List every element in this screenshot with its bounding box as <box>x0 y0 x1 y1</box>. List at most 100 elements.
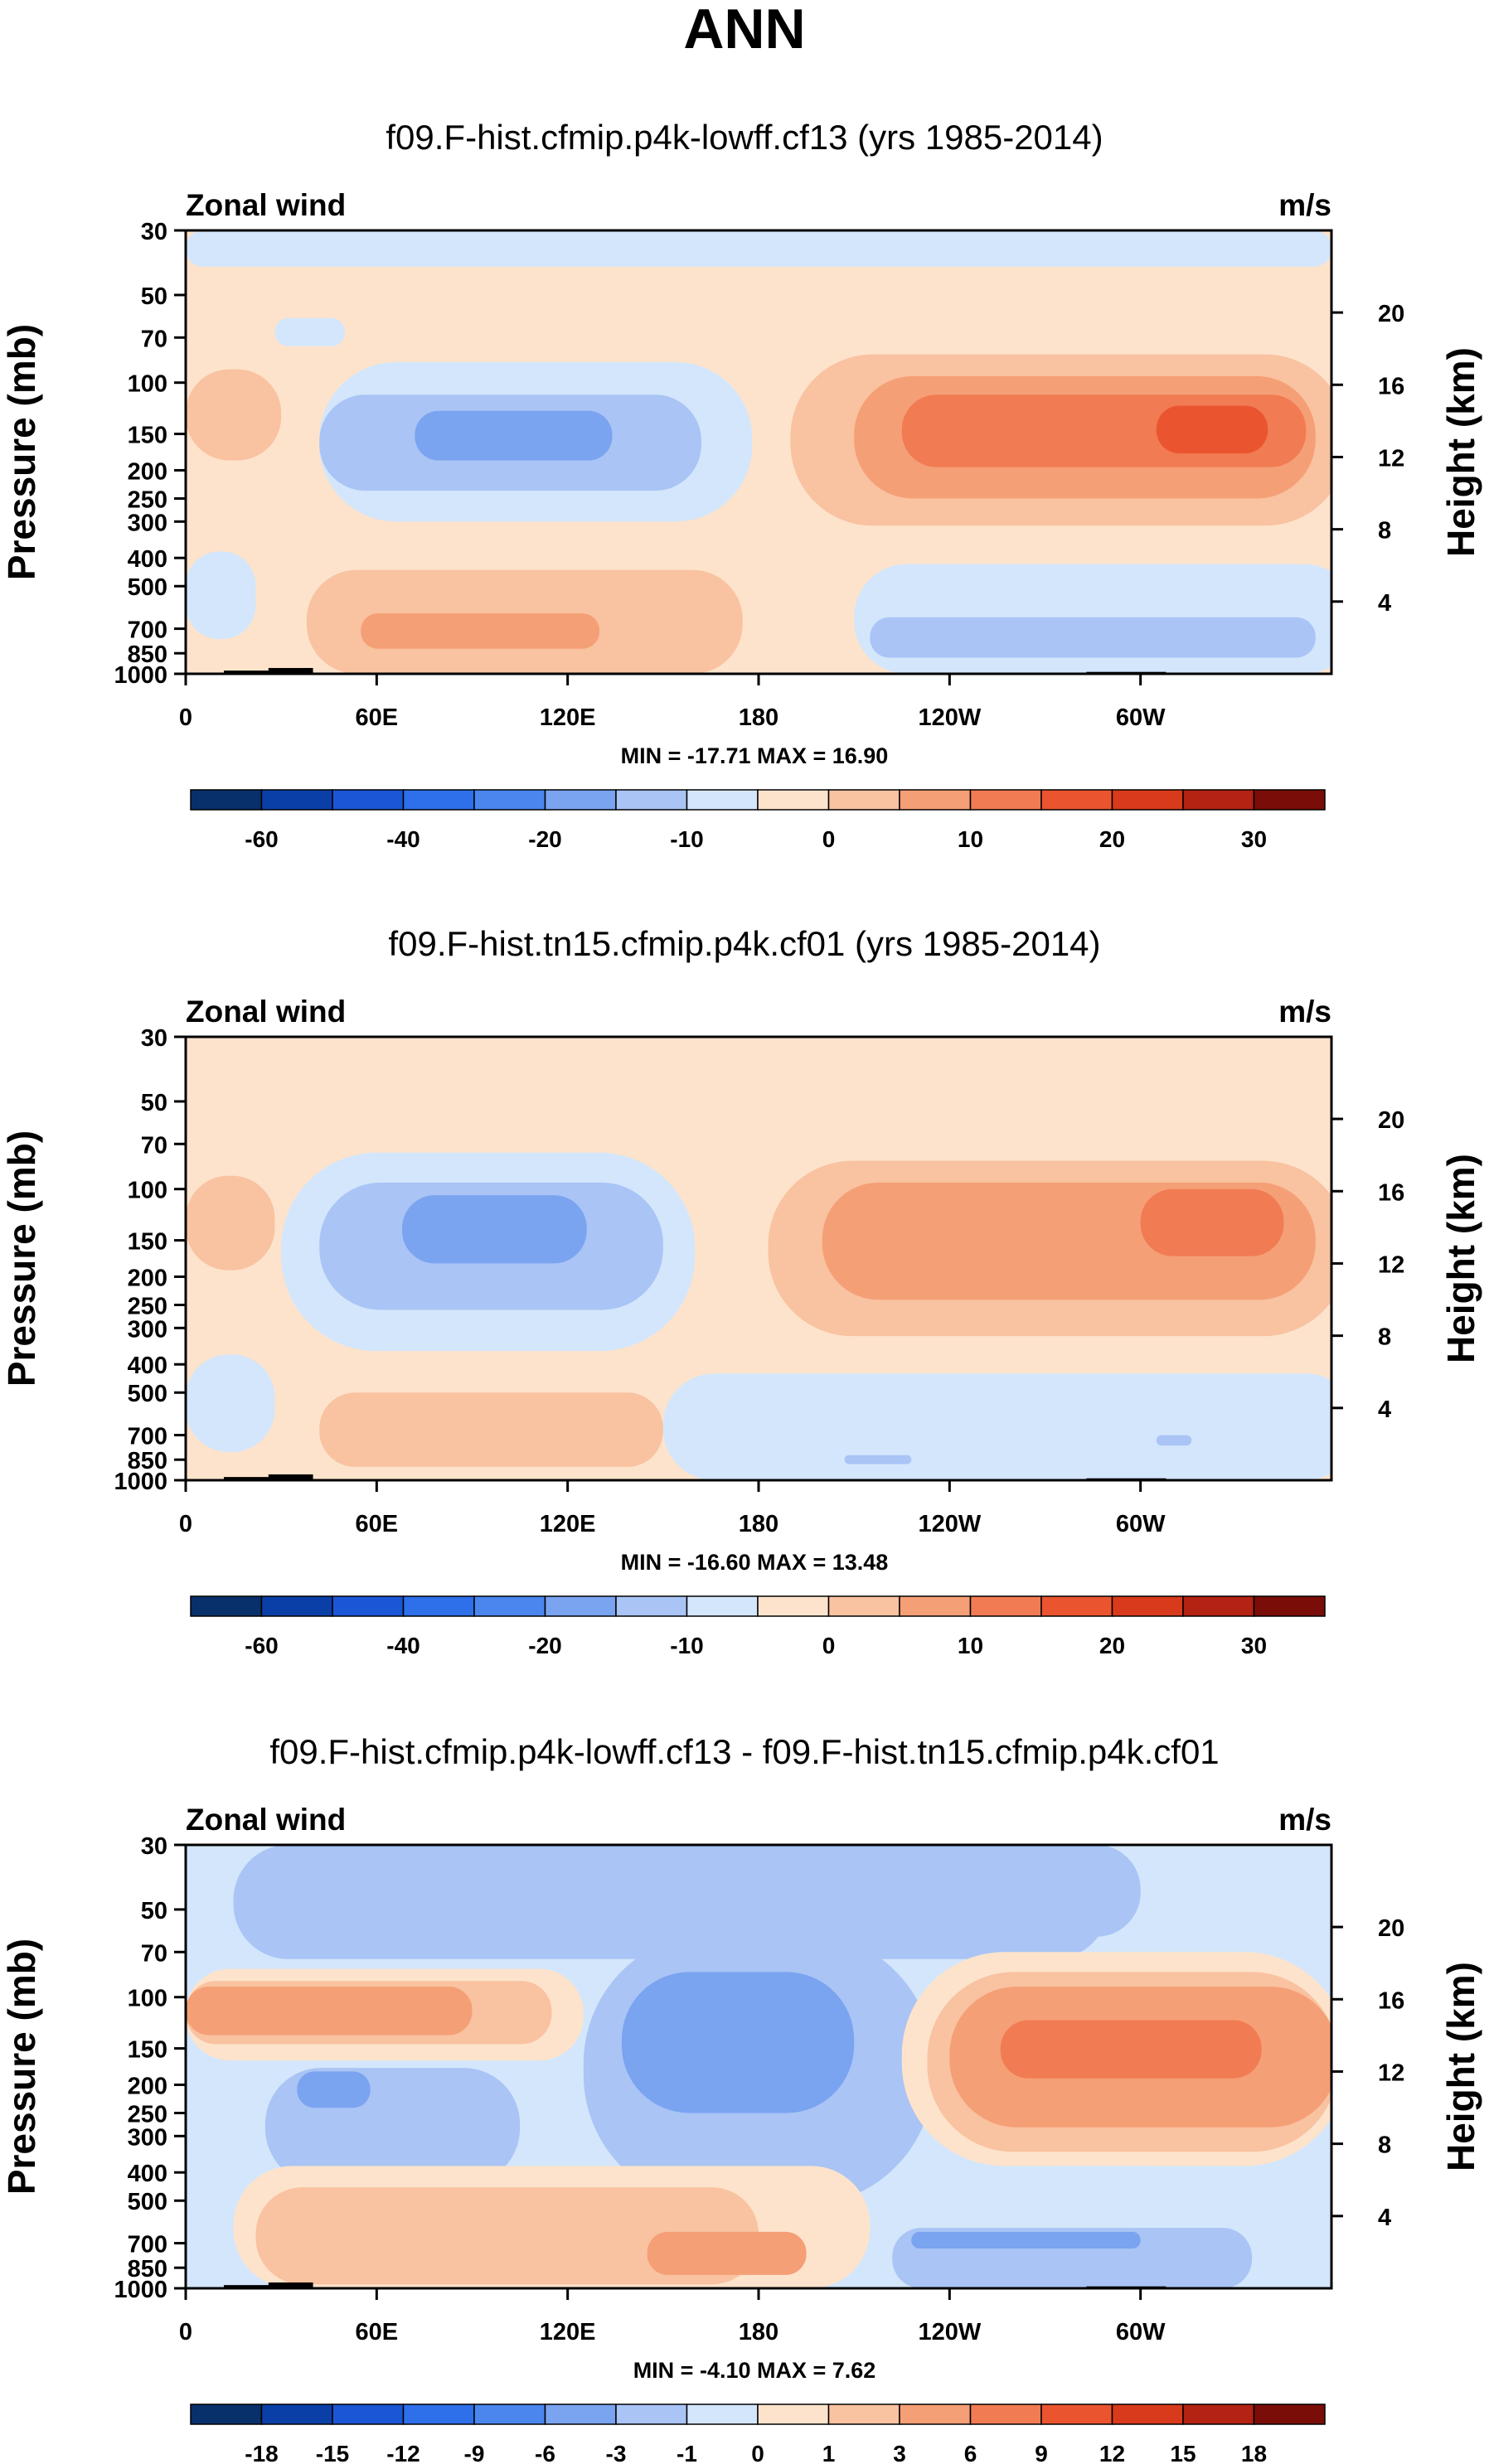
colorbar-label: 20 <box>1099 826 1125 852</box>
x-tick-label: 0 <box>179 1511 192 1537</box>
y-tick-label: 500 <box>128 574 167 601</box>
colorbar: -60 -40 -20 -10 0 10 20 30 <box>190 1595 1326 1658</box>
x-tick-label: 60E <box>356 1511 399 1537</box>
colorbar-swatch <box>473 2403 546 2425</box>
y-tick-label: 100 <box>128 371 167 398</box>
variable-label: Zonal wind <box>186 1803 346 1837</box>
x-tick-label: 120E <box>540 2319 596 2345</box>
y-tick-label: 50 <box>141 283 167 310</box>
contour-region <box>233 1845 1109 1959</box>
contour-region <box>949 1845 1141 1937</box>
x-tick-label: 120W <box>918 1511 981 1537</box>
colorbar-swatch <box>544 1595 617 1617</box>
colorbar-swatch <box>1040 789 1113 811</box>
colorbar-label: -12 <box>386 2441 420 2464</box>
colorbar-label: -15 <box>316 2441 349 2464</box>
colorbar-swatch <box>899 789 972 811</box>
colorbar-label: 30 <box>1241 826 1267 852</box>
y-tick-label: 250 <box>128 1293 167 1319</box>
colorbar-swatch <box>402 2403 475 2425</box>
contour-region <box>186 1986 473 2036</box>
colorbar-label: -40 <box>386 1633 420 1658</box>
y-tick-label: 70 <box>141 1940 167 1967</box>
y-tick-label: 200 <box>128 2073 167 2099</box>
colorbar-label: -20 <box>528 1633 561 1658</box>
y-tick-label: 150 <box>128 2037 167 2064</box>
colorbar-swatch <box>615 2403 688 2425</box>
contour-region <box>319 1392 663 1467</box>
y-tick-label: 700 <box>128 1424 167 1450</box>
colorbar-swatch <box>1111 2403 1184 2425</box>
figure-title: ANN <box>683 0 805 61</box>
colorbar-swatch <box>260 789 333 811</box>
colorbar-swatch <box>686 2403 759 2425</box>
min-max-label: MIN = -16.60 MAX = 13.48 <box>621 1550 889 1575</box>
panel-2: f09.F-hist.tn15.cfmip.p4k.cf01 (yrs 1985… <box>0 924 1482 1658</box>
colorbar-label: 15 <box>1170 2441 1196 2464</box>
x-tick-label: 120E <box>540 1511 596 1537</box>
y-tick-label: 500 <box>128 1381 167 1407</box>
colorbar-swatch <box>686 789 759 811</box>
colorbar-swatch <box>544 789 617 811</box>
contour-region <box>1140 1188 1284 1256</box>
panel-title: f09.F-hist.tn15.cfmip.p4k.cf01 (yrs 1985… <box>388 924 1100 963</box>
x-tick-label: 60W <box>1116 2319 1166 2345</box>
x-tick-label: 180 <box>739 704 778 731</box>
y-tick-label: 100 <box>128 1178 167 1204</box>
topography-mask <box>224 2285 298 2288</box>
colorbar-swatch <box>827 1595 900 1617</box>
x-tick-label: 60E <box>356 2319 399 2345</box>
colorbar-swatch <box>260 2403 333 2425</box>
height-tick-label: 12 <box>1378 1251 1404 1278</box>
x-tick-label: 0 <box>179 2319 192 2345</box>
y-tick-label: 200 <box>128 1265 167 1291</box>
colorbar-label: -40 <box>386 826 420 852</box>
contour-region <box>415 410 613 461</box>
x-tick-label: 120E <box>540 704 596 731</box>
x-tick-label: 180 <box>739 2319 778 2345</box>
contour-region <box>186 230 1331 267</box>
x-tick-label: 120W <box>918 2319 981 2345</box>
height-tick-label: 20 <box>1378 1107 1404 1134</box>
contour-region <box>274 317 345 346</box>
topography-mask <box>224 670 298 674</box>
colorbar-label: -60 <box>245 1633 278 1658</box>
colorbar-swatch <box>332 1595 405 1617</box>
contour-region <box>297 2071 371 2108</box>
colorbar-swatch <box>1040 2403 1113 2425</box>
units-label: m/s <box>1278 1803 1331 1837</box>
y-tick-label: 100 <box>128 1986 167 2012</box>
x-tick-label: 120W <box>918 704 981 731</box>
colorbar-label: -18 <box>245 2441 278 2464</box>
panels: f09.F-hist.cfmip.p4k-lowff.cf13 (yrs 198… <box>0 118 1482 2464</box>
y-tick-label: 200 <box>128 458 167 485</box>
colorbar-swatch <box>615 1595 688 1617</box>
y-tick-label: 150 <box>128 1229 167 1256</box>
contour-region <box>186 551 256 640</box>
colorbar-label: -20 <box>528 826 561 852</box>
min-max-label: MIN = -17.71 MAX = 16.90 <box>621 743 889 768</box>
height-tick-label: 4 <box>1378 1397 1391 1423</box>
height-tick-label: 4 <box>1378 2205 1391 2231</box>
height-tick-label: 8 <box>1378 1324 1391 1351</box>
colorbar-swatch <box>1040 1595 1113 1617</box>
height-tick-label: 20 <box>1378 301 1404 327</box>
y-tick-label: 700 <box>128 2232 167 2258</box>
height-tick-label: 8 <box>1378 2132 1391 2159</box>
colorbar-swatch <box>473 1595 546 1617</box>
colorbar-label: 10 <box>958 1633 983 1658</box>
y-tick-label: 30 <box>141 1833 167 1860</box>
y-tick-label: 1000 <box>114 1469 167 1495</box>
colorbar-label: 9 <box>1035 2441 1048 2464</box>
colorbar-swatch <box>190 789 263 811</box>
panel-3: f09.F-hist.cfmip.p4k-lowff.cf13 - f09.F-… <box>0 1732 1482 2464</box>
y-tick-label: 150 <box>128 423 167 449</box>
colorbar-swatch <box>969 1595 1042 1617</box>
y-axis-label: Pressure (mb) <box>0 324 43 580</box>
colorbar: -18 -15 -12 -9 -6 -3 -1 0 1 3 6 9 12 15 18 <box>190 2403 1326 2464</box>
colorbar-swatch <box>260 1595 333 1617</box>
colorbar-label: -9 <box>464 2441 485 2464</box>
colorbar-swatch <box>899 1595 972 1617</box>
panel-title: f09.F-hist.cfmip.p4k-lowff.cf13 (yrs 198… <box>386 118 1103 157</box>
y-tick-label: 700 <box>128 617 167 644</box>
